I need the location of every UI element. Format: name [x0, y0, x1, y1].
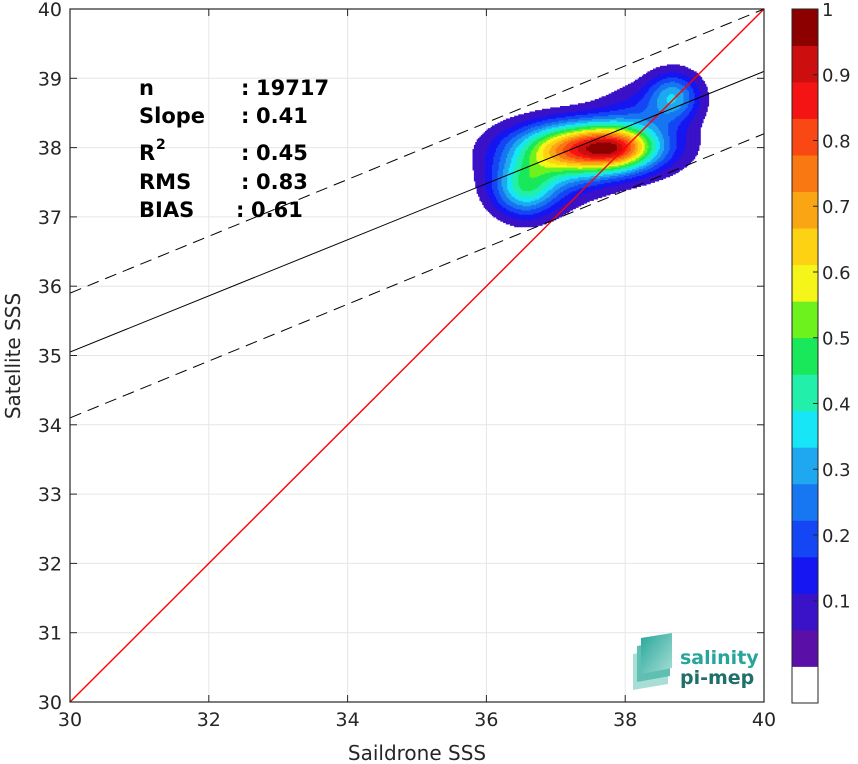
chart: 30 32 34 36 38 403031323334353637383940 Saild…	[0, 0, 858, 764]
